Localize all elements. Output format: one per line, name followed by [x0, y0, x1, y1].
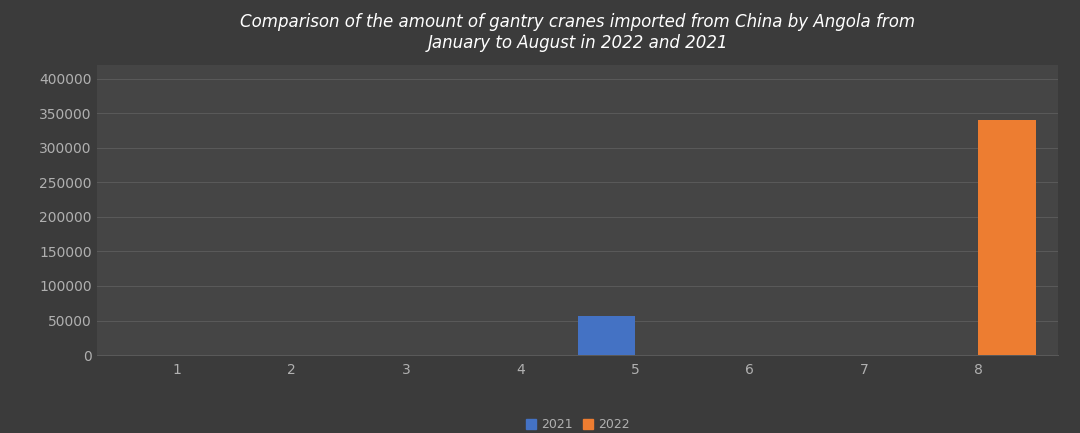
Bar [978, 120, 1036, 355]
Bar [578, 316, 635, 355]
Title: Comparison of the amount of gantry cranes imported from China by Angola from
Jan: Comparison of the amount of gantry crane… [240, 13, 916, 52]
Legend: 2021, 2022: 2021, 2022 [522, 413, 634, 433]
